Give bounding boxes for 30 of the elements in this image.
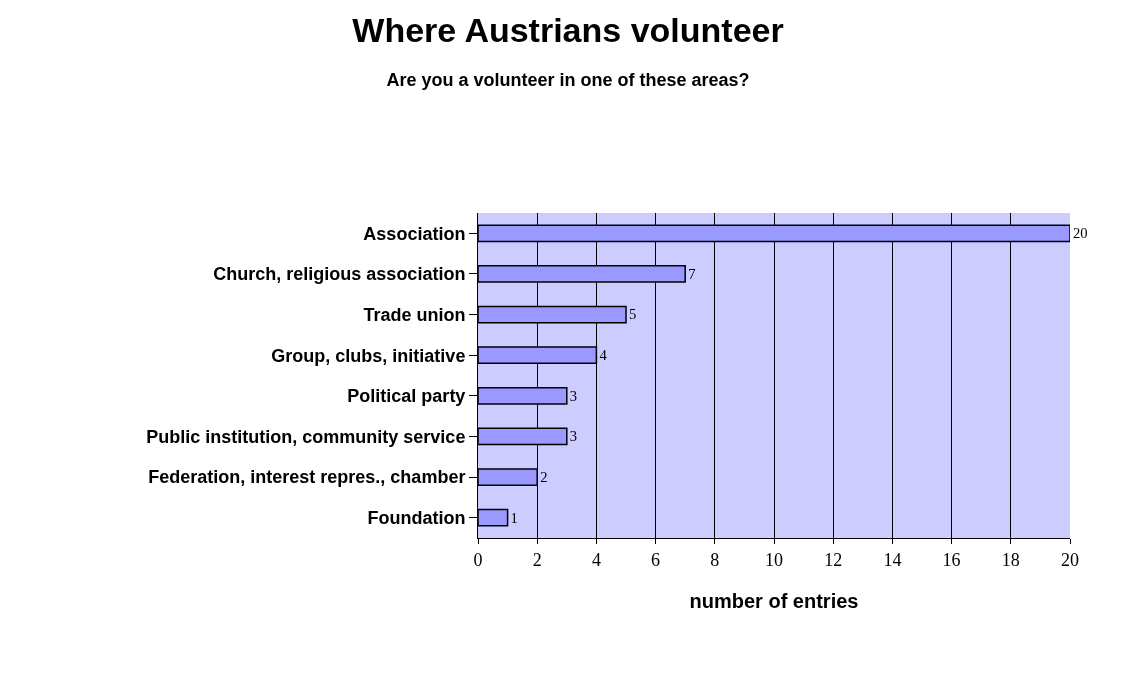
x-tick-label: 0 <box>473 549 483 570</box>
y-tick-label: Association <box>363 223 466 244</box>
x-tick-label: 10 <box>765 549 783 570</box>
y-tick-label: Foundation <box>367 507 466 528</box>
data-label: 20 <box>1073 225 1088 242</box>
y-tick-label: Public institution, community service <box>146 426 466 447</box>
data-label: 1 <box>510 509 518 526</box>
x-tick-label: 2 <box>532 549 542 570</box>
y-tick-label: Federation, interest repres., chamber <box>148 467 466 488</box>
y-tick-label: Trade union <box>363 304 466 325</box>
chart-title: Where Austrians volunteer <box>352 10 784 49</box>
chart-subtitle: Are you a volunteer in one of these areas? <box>386 70 750 91</box>
x-tick-label: 8 <box>710 549 720 570</box>
x-tick-label: 6 <box>651 549 661 570</box>
data-label: 4 <box>599 347 608 364</box>
x-tick-label: 14 <box>883 549 902 570</box>
x-tick-label: 18 <box>1001 549 1020 570</box>
y-tick-label: Church, religious association <box>213 264 466 285</box>
x-tick-label: 12 <box>824 549 843 570</box>
x-axis-title: number of entries <box>689 590 859 613</box>
y-tick-label: Group, clubs, initiative <box>271 345 466 366</box>
y-tick-label: Political party <box>347 386 466 407</box>
data-label: 5 <box>629 306 637 323</box>
data-label: 3 <box>569 387 578 404</box>
data-label: 3 <box>569 428 578 445</box>
data-label: 2 <box>540 468 548 485</box>
x-tick-label: 16 <box>942 549 961 570</box>
x-tick-label: 4 <box>591 549 601 570</box>
data-label: 7 <box>688 265 696 282</box>
x-tick-label: 20 <box>1061 549 1079 570</box>
